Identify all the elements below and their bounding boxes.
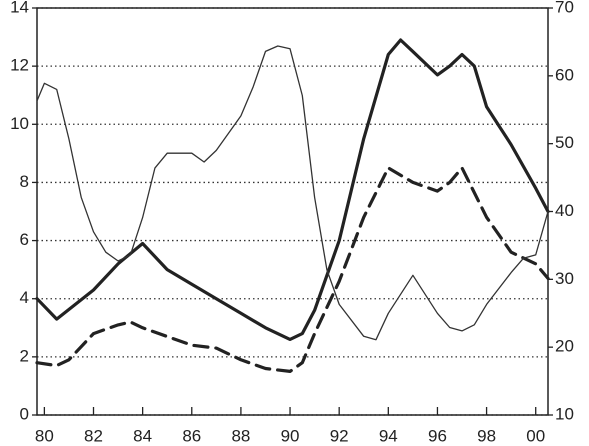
y-tick-label: 14 bbox=[10, 0, 29, 16]
y2-tick-label: 20 bbox=[555, 337, 574, 356]
y-tick-label: 4 bbox=[20, 288, 29, 307]
y-tick-label: 2 bbox=[20, 346, 29, 365]
series-line bbox=[35, 166, 550, 373]
y2-tick-label: 10 bbox=[555, 404, 574, 423]
y2-tick-label: 40 bbox=[555, 201, 574, 220]
x-tick-label: 82 bbox=[84, 426, 103, 445]
y-tick-label: 12 bbox=[10, 56, 29, 75]
y-tick-label: 8 bbox=[20, 172, 29, 191]
series-line bbox=[36, 45, 549, 341]
x-tick-label: 96 bbox=[428, 426, 447, 445]
plot-frame bbox=[36, 7, 549, 416]
x-tick-label: 86 bbox=[182, 426, 201, 445]
y-tick-label: 0 bbox=[20, 404, 29, 423]
series-line bbox=[35, 38, 550, 341]
x-tick-label: 88 bbox=[231, 426, 250, 445]
y2-tick-label: 60 bbox=[555, 65, 574, 84]
y2-tick-label: 70 bbox=[555, 0, 574, 16]
y2-tick-label: 30 bbox=[555, 269, 574, 288]
x-tick-label: 92 bbox=[330, 426, 349, 445]
y-tick-label: 10 bbox=[10, 114, 29, 133]
y-tick-label: 6 bbox=[20, 230, 29, 249]
x-tick-label: 94 bbox=[379, 426, 398, 445]
x-tick-label: 80 bbox=[35, 426, 54, 445]
x-tick-label: 90 bbox=[281, 426, 300, 445]
y2-tick-label: 50 bbox=[555, 133, 574, 152]
x-tick-label: 84 bbox=[133, 426, 152, 445]
x-tick-label: 98 bbox=[477, 426, 496, 445]
x-tick-label: 00 bbox=[526, 426, 545, 445]
